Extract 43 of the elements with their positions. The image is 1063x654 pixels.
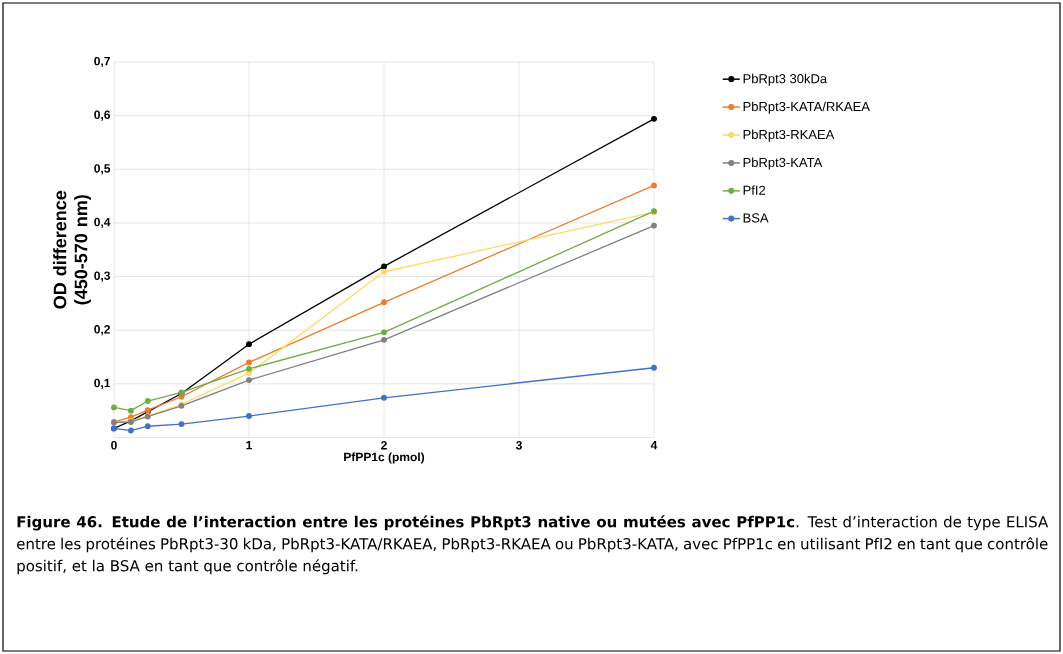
point <box>144 423 151 430</box>
point <box>246 359 252 366</box>
point <box>381 329 387 336</box>
point <box>144 398 151 404</box>
point <box>127 427 134 434</box>
legend-label: PbRpt3 30kDa <box>743 73 828 86</box>
x-tick-label: 3 <box>515 441 522 450</box>
point <box>127 407 134 414</box>
text: Figure 46. Etude de l’interaction entre les protéines PbRpt3 native ou mutées avec PfPP1c. Test d’interaction de type ELISA entre les protéines PbRpt3-30 kDa, PbRpt3-KATA/RKAEA, PbRpt3-RKAEA ou PbRpt3-KATA, avec PfPP1c en utilisant PfI2 en tant que contrôle positif, et la BSA en tant que contrôle négatif. <box>17 515 1049 575</box>
x-tick-label: 1 <box>246 441 252 450</box>
y-tick-label: 0,2 <box>94 325 110 336</box>
point <box>651 182 657 189</box>
point <box>246 377 252 384</box>
legend-label: PfI2 <box>743 185 766 195</box>
legend-label: PbRpt3-RKAEA <box>743 129 835 142</box>
y-tick-label: 0,3 <box>94 271 111 282</box>
y-axis-title: OD difference (450-570 nm) <box>53 190 91 309</box>
y-tick-label: 0,4 <box>94 217 111 229</box>
point <box>651 222 657 229</box>
legend-label: PbRpt3-KATA <box>743 157 823 170</box>
y-tick-label: 0,7 <box>94 56 110 68</box>
point <box>111 404 117 411</box>
point <box>246 413 252 419</box>
legend-label: PbRpt3-KATA/RKAEA <box>743 101 870 114</box>
legend-label: BSA <box>743 213 769 223</box>
point <box>246 365 252 372</box>
point <box>651 115 657 122</box>
point <box>381 263 387 270</box>
point <box>381 394 387 401</box>
x-tick-label: 4 <box>650 441 658 450</box>
x-tick-label: 0 <box>111 441 117 450</box>
point <box>381 336 387 343</box>
x-axis-title: PfPP1c (pmol) <box>344 452 425 464</box>
point <box>246 370 252 377</box>
x-tick-label: 2 <box>381 441 387 450</box>
y-tick-label: 0,1 <box>94 378 111 389</box>
point <box>651 364 657 371</box>
point <box>381 268 387 275</box>
point <box>381 299 387 306</box>
y-tick-label: 0,6 <box>94 110 111 121</box>
y-tick-label: 0,5 <box>94 164 111 175</box>
point <box>178 421 185 428</box>
point <box>246 341 252 348</box>
